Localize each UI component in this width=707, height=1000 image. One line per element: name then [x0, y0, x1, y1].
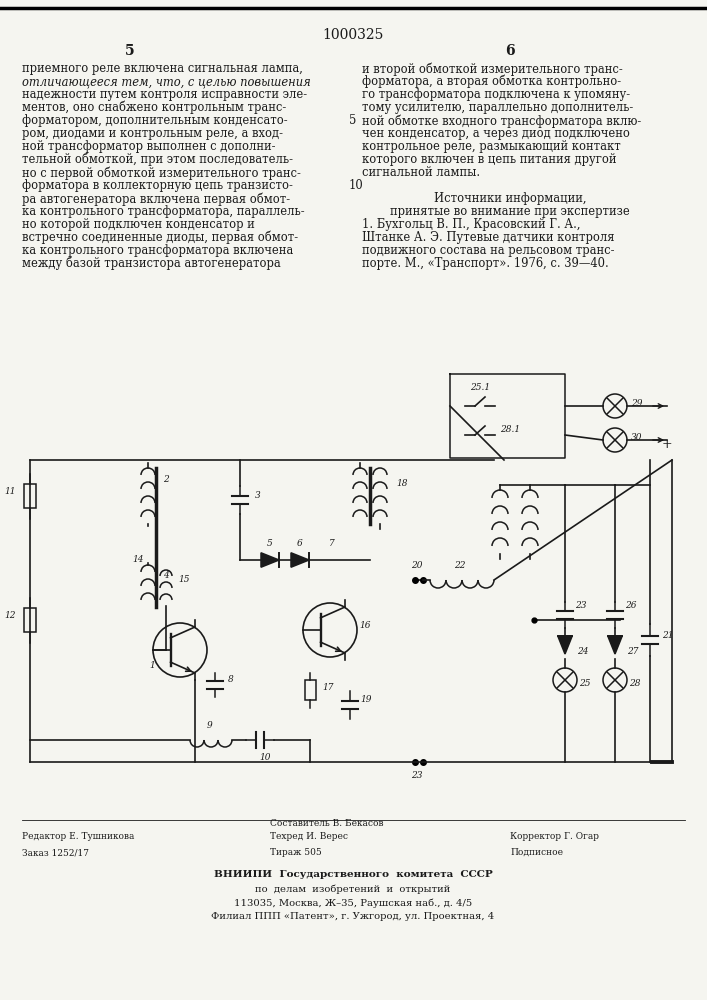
- Text: Штанке А. Э. Путевые датчики контроля: Штанке А. Э. Путевые датчики контроля: [362, 231, 614, 244]
- Polygon shape: [558, 636, 572, 654]
- Text: 3: 3: [255, 490, 261, 499]
- Text: но с первой обмоткой измерительного транс-: но с первой обмоткой измерительного тран…: [22, 166, 301, 180]
- Text: приемного реле включена сигнальная лампа,: приемного реле включена сигнальная лампа…: [22, 62, 303, 75]
- Text: ка контрольного трансформатора включена: ка контрольного трансформатора включена: [22, 244, 293, 257]
- Text: ной обмотке входного трансформатора вклю-: ной обмотке входного трансформатора вклю…: [362, 114, 641, 127]
- Text: 26: 26: [625, 600, 637, 609]
- Text: но которой подключен конденсатор и: но которой подключен конденсатор и: [22, 218, 255, 231]
- Text: ром, диодами и контрольным реле, а вход-: ром, диодами и контрольным реле, а вход-: [22, 127, 283, 140]
- Text: 21: 21: [662, 631, 674, 640]
- Text: 10: 10: [259, 754, 271, 762]
- Text: го трансформатора подключена к упомяну-: го трансформатора подключена к упомяну-: [362, 88, 630, 101]
- Text: Подписное: Подписное: [510, 848, 563, 857]
- Text: 5: 5: [125, 44, 135, 58]
- Text: по  делам  изобретений  и  открытий: по делам изобретений и открытий: [255, 884, 450, 894]
- Text: форматором, дополнительным конденсато-: форматором, дополнительным конденсато-: [22, 114, 288, 127]
- Text: порте. М., «Транспорт». 1976, с. 39—40.: порте. М., «Транспорт». 1976, с. 39—40.: [362, 257, 609, 270]
- Text: 23: 23: [411, 772, 423, 780]
- Text: сигнальной лампы.: сигнальной лампы.: [362, 166, 480, 179]
- Text: 17: 17: [322, 684, 334, 692]
- Text: 5: 5: [349, 114, 356, 127]
- Text: Заказ 1252/17: Заказ 1252/17: [22, 848, 89, 857]
- Text: чен конденсатор, а через диод подключено: чен конденсатор, а через диод подключено: [362, 127, 630, 140]
- Text: 25.1: 25.1: [470, 383, 490, 392]
- Text: Филиал ППП «Патент», г. Ужгород, ул. Проектная, 4: Филиал ППП «Патент», г. Ужгород, ул. Про…: [211, 912, 495, 921]
- Text: 113035, Москва, Ж–35, Раушская наб., д. 4/5: 113035, Москва, Ж–35, Раушская наб., д. …: [234, 898, 472, 908]
- Text: Редактор Е. Тушникова: Редактор Е. Тушникова: [22, 832, 134, 841]
- Text: 28.1: 28.1: [500, 426, 520, 434]
- Text: контрольное реле, размыкающий контакт: контрольное реле, размыкающий контакт: [362, 140, 621, 153]
- Text: 5: 5: [267, 540, 273, 548]
- Text: ной трансформатор выполнен с дополни-: ной трансформатор выполнен с дополни-: [22, 140, 276, 153]
- Bar: [305, 680, 315, 700]
- Polygon shape: [608, 636, 622, 654]
- Text: 6: 6: [506, 44, 515, 58]
- Polygon shape: [261, 553, 279, 567]
- Polygon shape: [291, 553, 309, 567]
- Bar: [24, 484, 36, 508]
- Text: 11: 11: [4, 487, 16, 495]
- Text: подвижного состава на рельсовом транс-: подвижного состава на рельсовом транс-: [362, 244, 614, 257]
- Text: 20: 20: [411, 562, 423, 570]
- Text: и второй обмоткой измерительного транс-: и второй обмоткой измерительного транс-: [362, 62, 623, 76]
- Text: 16: 16: [359, 620, 370, 630]
- Text: тельной обмоткой, при этом последователь-: тельной обмоткой, при этом последователь…: [22, 153, 293, 166]
- Bar: [24, 608, 36, 632]
- Text: 1: 1: [149, 660, 155, 670]
- Text: 7: 7: [329, 540, 335, 548]
- Text: 18: 18: [396, 479, 408, 488]
- Text: 25: 25: [579, 678, 591, 688]
- Text: между базой транзистора автогенератора: между базой транзистора автогенератора: [22, 257, 281, 270]
- Text: +: +: [662, 438, 672, 452]
- Text: 2: 2: [163, 476, 169, 485]
- Text: ка контрольного трансформатора, параллель-: ка контрольного трансформатора, параллел…: [22, 205, 305, 218]
- Text: форматора в коллекторную цепь транзисто-: форматора в коллекторную цепь транзисто-: [22, 179, 293, 192]
- Text: 1. Бухгольц В. П., Красовский Г. А.,: 1. Бухгольц В. П., Красовский Г. А.,: [362, 218, 580, 231]
- Text: надежности путем контроля исправности эле-: надежности путем контроля исправности эл…: [22, 88, 307, 101]
- Text: ра автогенератора включена первая обмот-: ра автогенератора включена первая обмот-: [22, 192, 290, 206]
- Text: тому усилителю, параллельно дополнитель-: тому усилителю, параллельно дополнитель-: [362, 101, 633, 114]
- Text: Источники информации,: Источники информации,: [434, 192, 586, 205]
- Text: 12: 12: [4, 610, 16, 619]
- Text: 28: 28: [629, 678, 641, 688]
- Text: 22: 22: [455, 560, 466, 570]
- Text: встречно соединенные диоды, первая обмот-: встречно соединенные диоды, первая обмот…: [22, 231, 298, 244]
- Text: Тираж 505: Тираж 505: [270, 848, 322, 857]
- Text: 29: 29: [631, 399, 643, 408]
- Text: ментов, оно снабжено контрольным транс-: ментов, оно снабжено контрольным транс-: [22, 101, 286, 114]
- Text: ВНИИПИ  Государственного  комитета  СССР: ВНИИПИ Государственного комитета СССР: [214, 870, 492, 879]
- Text: принятые во внимание при экспертизе: принятые во внимание при экспертизе: [390, 205, 630, 218]
- Text: 27: 27: [627, 647, 638, 656]
- Text: 4: 4: [163, 570, 169, 580]
- Text: 6: 6: [297, 540, 303, 548]
- Text: форматора, а вторая обмотка контрольно-: форматора, а вторая обмотка контрольно-: [362, 75, 621, 89]
- Text: 10: 10: [349, 179, 363, 192]
- Text: 15: 15: [178, 576, 189, 584]
- Text: 30: 30: [631, 434, 643, 442]
- Text: 8: 8: [228, 676, 234, 684]
- Text: которого включен в цепь питания другой: которого включен в цепь питания другой: [362, 153, 617, 166]
- Text: 1000325: 1000325: [322, 28, 384, 42]
- Text: 24: 24: [577, 647, 589, 656]
- Text: 14: 14: [132, 556, 144, 564]
- Text: 23: 23: [575, 600, 587, 609]
- Text: 9: 9: [207, 722, 213, 730]
- Text: отличающееся тем, что, с целью повышения: отличающееся тем, что, с целью повышения: [22, 75, 311, 88]
- Text: 19: 19: [361, 696, 372, 704]
- Text: Техред И. Верес: Техред И. Верес: [270, 832, 348, 841]
- Text: Корректор Г. Огар: Корректор Г. Огар: [510, 832, 599, 841]
- Text: Составитель В. Бекасов: Составитель В. Бекасов: [270, 819, 383, 828]
